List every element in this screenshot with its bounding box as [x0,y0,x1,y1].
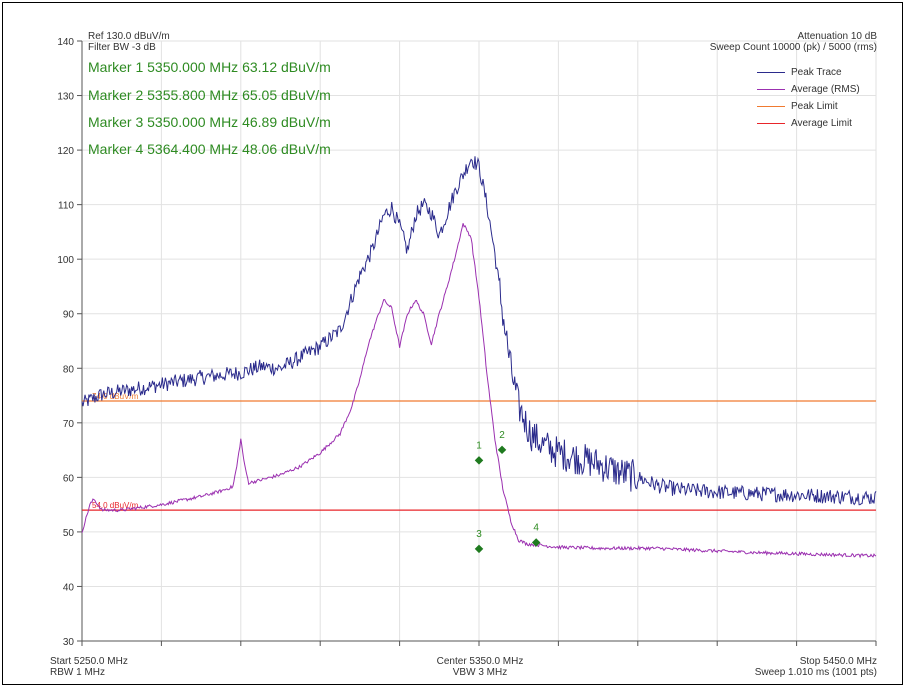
legend-swatch [757,71,785,73]
sweep-count-label: Sweep Count 10000 (pk) / 5000 (rms) [709,42,877,53]
y-tick-label: 90 [63,310,75,321]
y-axis-ticks: 30 40 50 60 70 80 90 100 110 120 130 140 [57,37,74,648]
legend-average-rms: Average (RMS) [757,84,860,98]
legend-peak-limit: Peak Limit [757,101,838,115]
attenuation-label: Attenuation 10 dB [797,31,877,42]
marker-point [474,544,484,554]
y-tick-label: 50 [63,528,75,539]
y-tick-label: 120 [57,146,74,157]
legend-label: Peak Trace [791,67,842,78]
stop-frequency-label: Stop 5450.0 MHz [799,656,877,667]
y-tick-label: 80 [63,364,75,375]
limit-label: 54.0 dBuV/m [92,501,139,510]
y-tick-label: 40 [63,582,75,593]
legend-label: Peak Limit [791,101,838,112]
legend-swatch [757,105,785,107]
legend-peak-trace: Peak Trace [757,67,842,81]
marker-point [474,456,484,465]
trace-line [81,156,877,506]
legend-swatch [757,122,785,124]
marker-number: 3 [476,529,482,540]
marker-readout-3: Marker 3 5350.000 MHz 46.89 dBuV/m [88,114,331,130]
marker-points: 1 2 3 4 [474,430,541,554]
limit-lines: 74.0 dBuV/m 54.0 dBuV/m [82,392,876,511]
limit-label: 74.0 dBuV/m [92,392,139,401]
marker-point [531,538,541,547]
y-tick-label: 140 [57,37,74,48]
grid [77,40,877,646]
y-tick-label: 60 [63,473,75,484]
start-frequency-label: Start 5250.0 MHz [50,656,128,667]
marker-readout-2: Marker 2 5355.800 MHz 65.05 dBuV/m [88,87,331,103]
filter-bw-label: Filter BW -3 dB [88,42,156,53]
trace-line [81,223,877,559]
legend-label: Average Limit [791,118,852,129]
y-tick-label: 70 [63,419,75,430]
marker-number: 1 [476,440,482,451]
legend-average-limit: Average Limit [757,118,852,132]
traces [81,156,877,559]
y-tick-label: 110 [58,201,74,212]
vbw-label: VBW 3 MHz [452,667,508,678]
marker-point [497,445,507,455]
marker-number: 4 [533,522,539,533]
y-tick-label: 130 [57,92,74,103]
marker-readout-1: Marker 1 5350.000 MHz 63.12 dBuV/m [88,59,331,75]
center-frequency-label: Center 5350.0 MHz [436,656,524,667]
legend-swatch [757,88,785,90]
marker-readout-4: Marker 4 5364.400 MHz 48.06 dBuV/m [88,141,331,157]
rbw-label: RBW 1 MHz [50,667,105,678]
y-tick-label: 30 [63,637,75,648]
y-tick-label: 100 [57,255,74,266]
marker-number: 2 [499,430,505,441]
ref-level-label: Ref 130.0 dBuV/m [88,31,170,42]
legend-label: Average (RMS) [791,84,860,95]
sweep-time-label: Sweep 1.010 ms (1001 pts) [754,667,877,678]
